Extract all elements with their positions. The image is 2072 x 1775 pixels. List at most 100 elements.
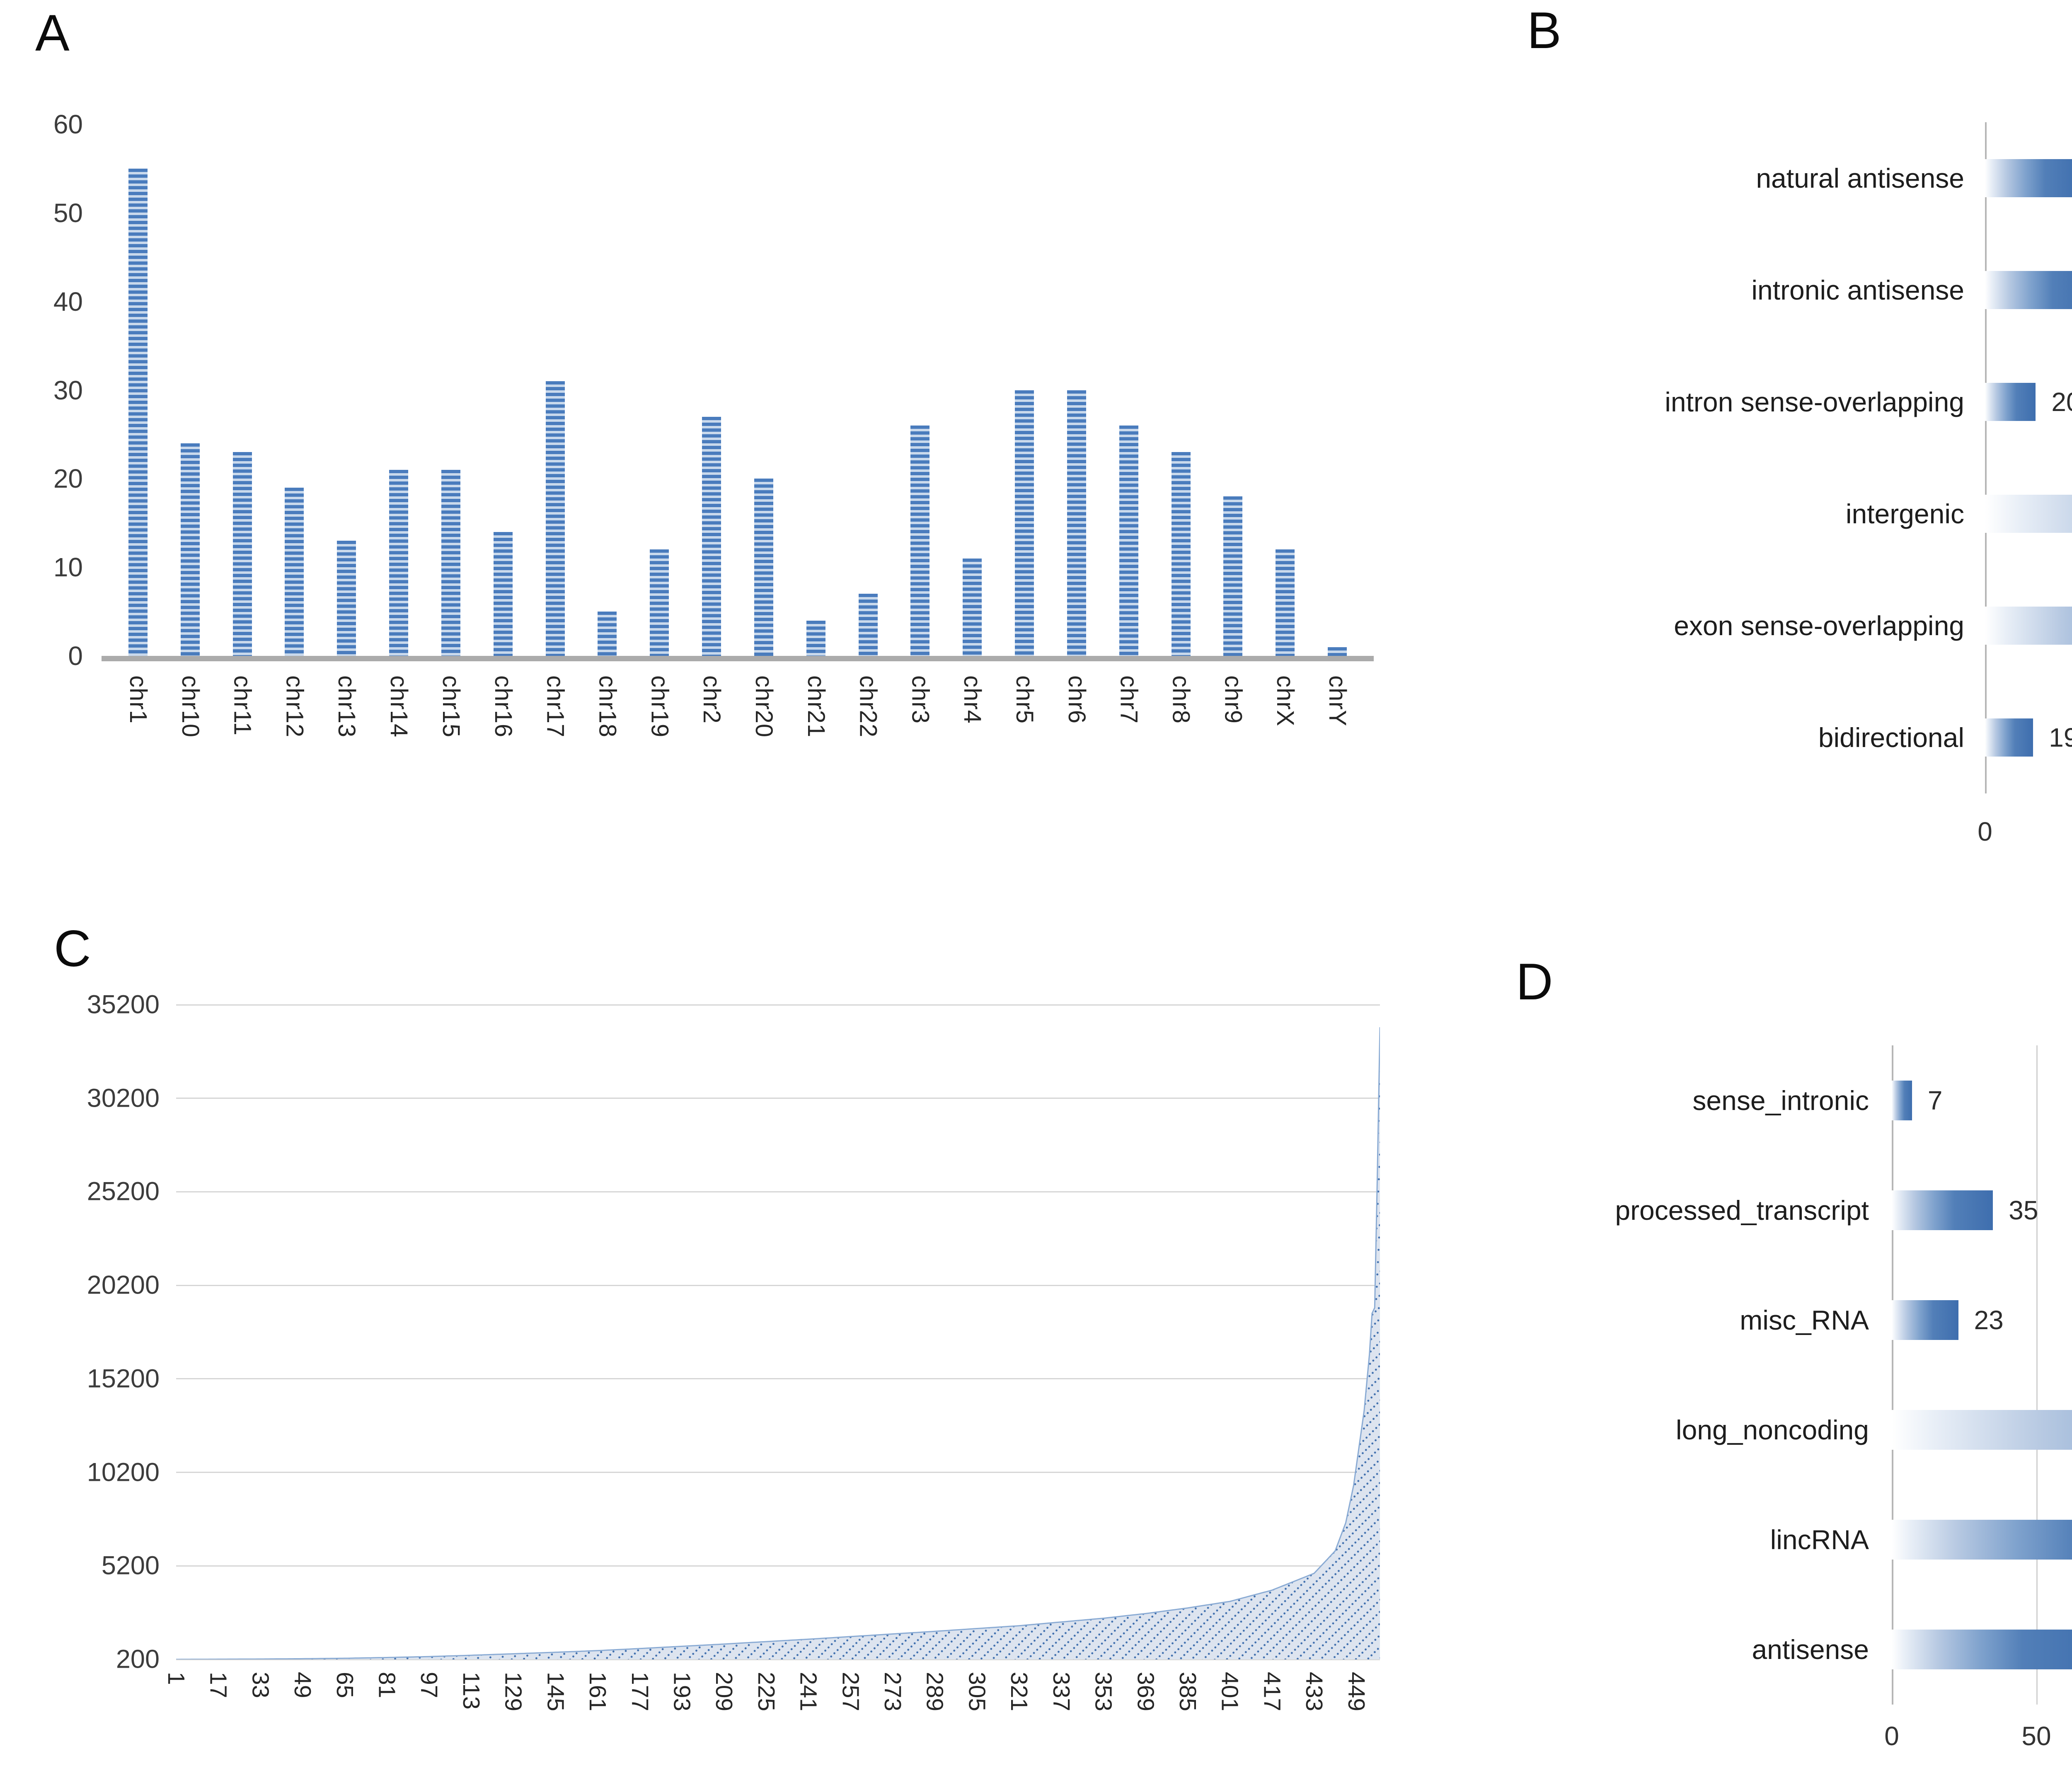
bar-long-noncoding (1892, 1410, 2072, 1450)
value-label: 19 (2049, 723, 2072, 752)
bar-chr5 (1015, 390, 1034, 656)
panel-c-letter: C (54, 920, 91, 977)
x-tick-label: 209 (711, 1672, 738, 1712)
bar-chr11 (232, 452, 252, 656)
gridline (176, 1191, 1380, 1192)
gridline (176, 1098, 1380, 1099)
x-tick-label: 0 (1978, 817, 1992, 846)
x-tick-label: chr21 (802, 675, 830, 738)
gridline (176, 1659, 1380, 1660)
category-label: natural antisense (1756, 163, 1964, 193)
x-tick-label: chr8 (1167, 675, 1195, 724)
panel-c: C 200 5200 10200 15200 20200 25200 30200 35200 1… (0, 887, 1409, 1775)
x-tick-label: 401 (1216, 1672, 1243, 1712)
bar-chr6 (1067, 390, 1086, 656)
x-tick-label: 353 (1090, 1672, 1117, 1712)
panel-d: D 050100150200250sense_intronic7processe… (1409, 887, 2072, 1775)
x-tick-label: chr18 (594, 675, 621, 738)
bar-exon-sense-overlapping (1985, 607, 2072, 645)
value-label: 35 (2009, 1195, 2038, 1225)
x-tick-label: 49 (289, 1672, 316, 1698)
x-tick-label: chr1 (124, 675, 152, 724)
y-tick-label: 15200 (87, 1364, 160, 1393)
y-tick-label: 50 (53, 198, 83, 228)
x-tick-label: chr9 (1220, 675, 1247, 724)
x-tick-label: 1 (163, 1672, 189, 1685)
gridline (176, 1378, 1380, 1380)
x-tick-label: chr6 (1063, 675, 1090, 724)
bar-intronic-antisense (1985, 271, 2072, 309)
panel-a-letter: A (35, 5, 70, 62)
y-tick-label: 10 (53, 552, 83, 583)
category-label: exon sense-overlapping (1674, 610, 1964, 641)
x-tick-label: 0 (1884, 1721, 1899, 1751)
bar-misc-rna (1892, 1300, 1958, 1340)
bar-chr1 (128, 168, 148, 656)
bar-bidirectional (1985, 718, 2033, 757)
bar-chr21 (806, 620, 825, 656)
bar-intron-sense-overlapping (1985, 383, 2036, 421)
x-tick-label: 129 (500, 1672, 527, 1712)
bar-chr8 (1171, 452, 1191, 656)
gridline (1892, 1045, 1893, 1705)
x-tick-label: chr16 (489, 675, 517, 738)
value-label: 23 (1974, 1305, 2004, 1335)
x-tick-label: chr20 (750, 675, 777, 738)
bar-chry (1328, 647, 1347, 656)
x-tick-label: chr19 (646, 675, 673, 738)
y-tick-label: 40 (53, 286, 83, 317)
category-label: bidirectional (1818, 722, 1964, 753)
y-tick-label: 60 (53, 109, 83, 139)
x-tick-label: 161 (584, 1672, 611, 1712)
x-tick-label: 65 (331, 1672, 358, 1698)
x-tick-label: 321 (1006, 1672, 1033, 1712)
y-tick-label: 20200 (87, 1270, 160, 1300)
x-tick-label: 193 (668, 1672, 695, 1712)
category-label: intergenic (1845, 498, 1964, 529)
bar-chr3 (910, 426, 930, 656)
y-tick-label: 25200 (87, 1177, 160, 1206)
bar-sense-intronic (1892, 1080, 1912, 1120)
x-axis-line (102, 656, 1374, 661)
y-tick-label: 30200 (87, 1083, 160, 1113)
bar-chr14 (389, 470, 409, 656)
category-label: sense_intronic (1692, 1085, 1869, 1116)
gridline (2036, 1045, 2038, 1705)
y-tick-label: 5200 (101, 1551, 160, 1580)
x-tick-label: 305 (963, 1672, 990, 1712)
x-tick-label: 417 (1259, 1672, 1285, 1712)
y-tick-label: 30 (53, 375, 83, 405)
panel-b: B 050100150200250natural antisense38intr… (1409, 0, 2072, 887)
x-tick-label: chr22 (854, 675, 882, 738)
x-tick-label: chr4 (959, 675, 986, 724)
x-tick-label: chrY (1324, 675, 1351, 727)
x-tick-label: chrX (1272, 675, 1299, 727)
category-label: processed_transcript (1615, 1195, 1869, 1226)
x-tick-label: 257 (837, 1672, 864, 1712)
gridline (176, 1284, 1380, 1286)
area-chart-svg (176, 1027, 1380, 1659)
x-tick-label: 17 (205, 1672, 232, 1698)
bar-chr4 (963, 558, 982, 656)
category-label: misc_RNA (1740, 1304, 1869, 1335)
panel-d-letter: D (1516, 953, 1553, 1011)
bar-chr18 (598, 612, 617, 656)
category-label: antisense (1752, 1634, 1869, 1665)
x-tick-label: 50 (2021, 1721, 2051, 1751)
x-tick-label: chr10 (177, 675, 204, 738)
gridline (1985, 122, 1987, 793)
x-tick-label: 241 (795, 1672, 822, 1712)
panel-b-letter: B (1527, 2, 1561, 59)
bar-chr10 (180, 443, 200, 656)
y-tick-label: 35200 (87, 990, 160, 1019)
x-tick-label: 33 (247, 1672, 274, 1698)
bar-chr12 (285, 487, 304, 656)
panel-a: A 0 10 20 30 40 50 60 chr1 chr10 chr11 chr12 chr13 c… (0, 0, 1409, 887)
y-tick-label: 0 (68, 641, 83, 671)
gridline (176, 1565, 1380, 1567)
bar-chr7 (1119, 426, 1138, 656)
y-tick-label: 10200 (87, 1458, 160, 1487)
x-tick-label: chr3 (907, 675, 934, 724)
category-label: intronic antisense (1751, 275, 1964, 305)
